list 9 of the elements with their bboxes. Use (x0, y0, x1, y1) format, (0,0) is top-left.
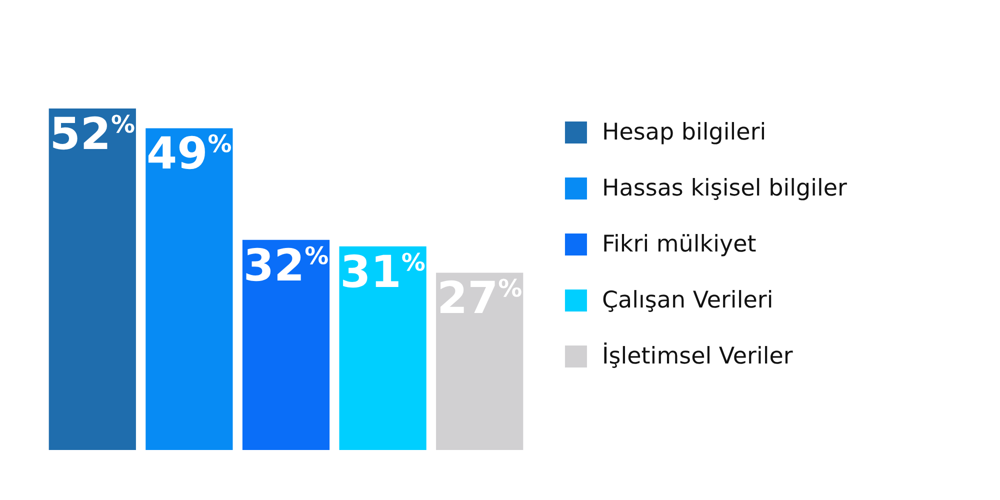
data-label: 31% (340, 246, 426, 298)
data-label: 52% (50, 109, 136, 160)
legend-label: İşletimsel Veriler (602, 342, 794, 370)
data-label: 49% (146, 128, 232, 180)
legend-label: Hesap bilgileri (602, 120, 766, 146)
legend-label: Çalışan Verileri (602, 288, 774, 314)
legend-label: Fikri mülkiyet (602, 232, 756, 258)
data-label: 32% (243, 240, 329, 292)
legend-label: Hassas kişisel bilgiler (602, 176, 848, 202)
